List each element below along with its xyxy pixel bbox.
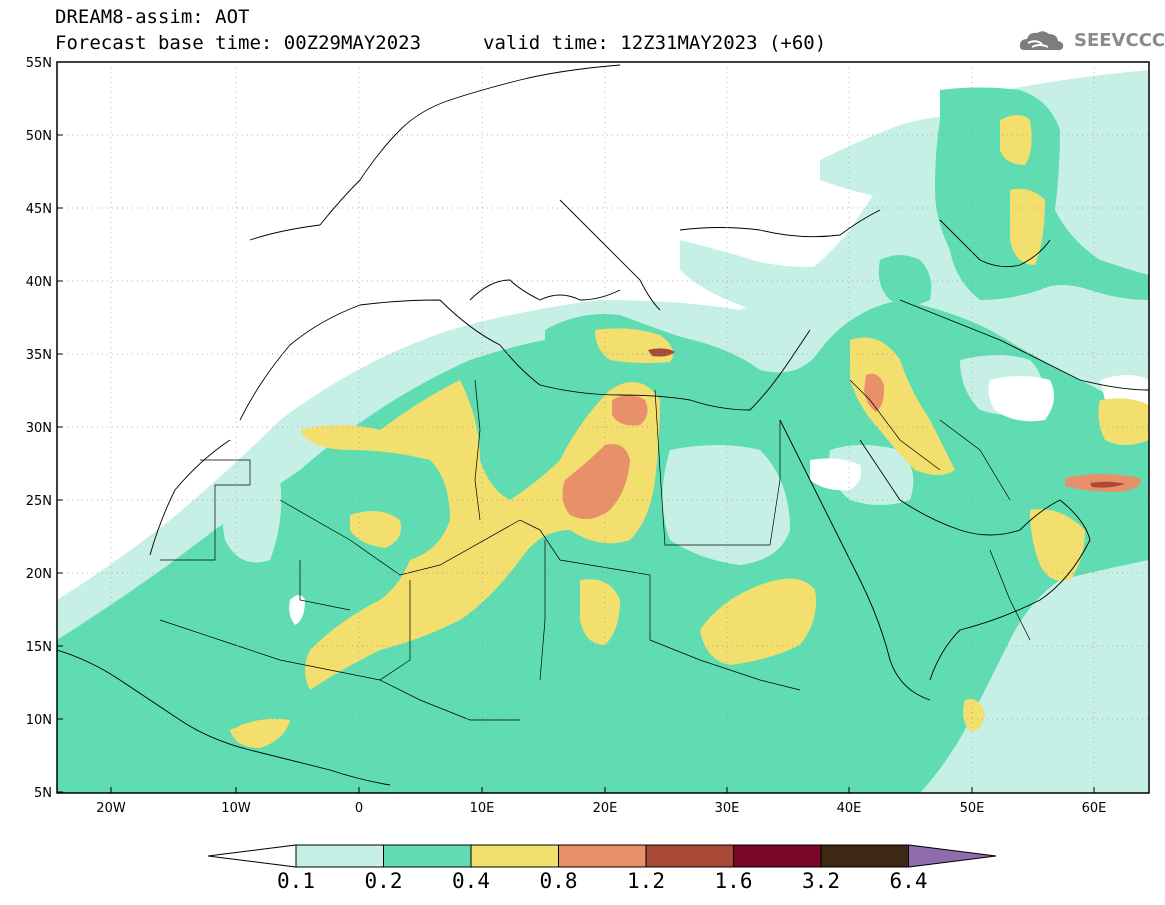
lon-label: 20W [96, 801, 126, 816]
colorbar-segment [645, 844, 734, 868]
latitude-labels: 55N 50N 45N 40N 35N 30N 25N 20N 15N 10N 5N [26, 56, 63, 801]
colorbar-level-label: 0.4 [452, 869, 490, 893]
valid-time: valid time: 12Z31MAY2023 (+60) [483, 32, 827, 54]
lon-label: 10W [221, 801, 251, 816]
lat-label: 35N [26, 348, 52, 363]
country-borders [159, 379, 1031, 721]
colorbar-level-label: 6.4 [889, 869, 928, 893]
colorbar [207, 844, 997, 868]
colorbar-level-label: 0.8 [539, 869, 578, 893]
lat-label: 10N [26, 713, 52, 728]
lat-label: 40N [26, 275, 52, 290]
lat-label: 5N [34, 786, 52, 801]
graticule [57, 62, 1149, 793]
colorbar-segment [820, 844, 909, 868]
colorbar-segment [558, 844, 647, 868]
lon-label: 50E [960, 801, 985, 816]
cloud-icon [1019, 31, 1064, 51]
logo-text: SEEVCCC [1074, 30, 1165, 51]
lat-label: 55N [26, 56, 52, 71]
colorbar-level-label: 1.2 [627, 869, 665, 893]
aot-1.2-1.6 [648, 348, 1125, 488]
lon-label: 30E [715, 801, 740, 816]
colorbar-level-label: 0.2 [364, 869, 403, 893]
lat-label: 25N [26, 494, 52, 509]
lon-label: 60E [1082, 801, 1107, 816]
lat-label: 30N [26, 421, 52, 436]
lon-label: 10E [470, 801, 495, 816]
colorbar-segment [470, 844, 559, 868]
forecast-base-time: Forecast base time: 00Z29MAY2023 [55, 32, 422, 54]
aot-0.8-1.2 [562, 373, 1141, 519]
colorbar-segment [383, 844, 472, 868]
colorbar-level-label: 3.2 [802, 869, 840, 893]
colorbar-lower-extension [207, 844, 297, 868]
lat-label: 50N [26, 129, 52, 144]
lon-label: 20E [593, 801, 618, 816]
lon-label: 0 [355, 801, 363, 816]
colorbar-level-label: 1.6 [714, 869, 753, 893]
aot-0.4-0.8 [230, 115, 1149, 748]
map-title: DREAM8-assim: AOT [55, 6, 250, 28]
colorbar-segment [295, 844, 384, 868]
lat-label: 15N [26, 640, 52, 655]
lat-label: 45N [26, 202, 52, 217]
longitude-labels: 20W 10W 0 10E 20E 30E 40E 50E 60E [96, 787, 1106, 816]
lat-label: 20N [26, 567, 52, 582]
coastlines [57, 64, 1149, 786]
colorbar-segment [733, 844, 822, 868]
lon-label: 40E [837, 801, 862, 816]
colorbar-level-label: 0.1 [277, 869, 315, 893]
colorbar-upper-extension [908, 844, 997, 868]
